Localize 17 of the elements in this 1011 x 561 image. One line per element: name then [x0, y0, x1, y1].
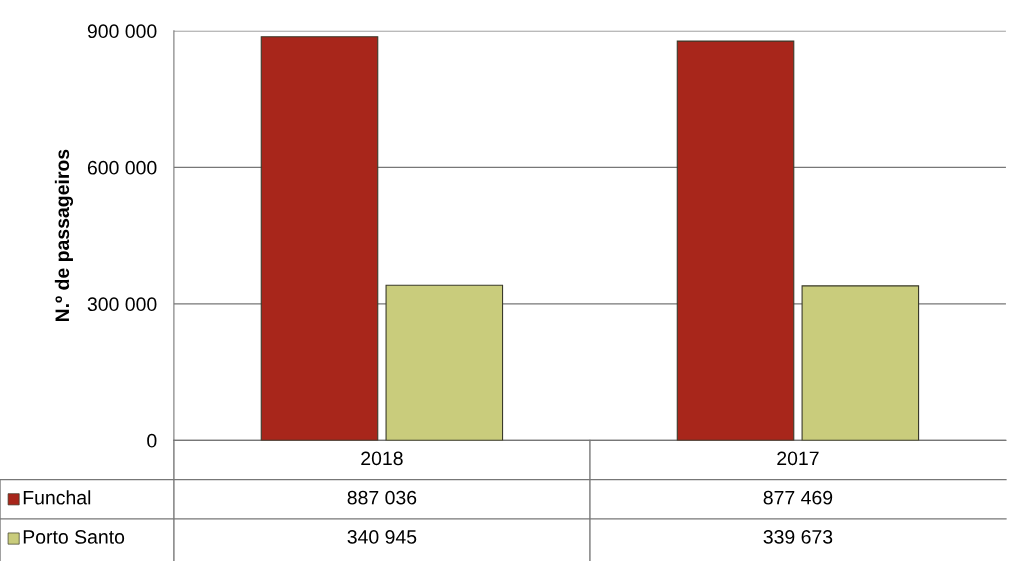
y-axis-title: N.º de passageiros: [54, 149, 74, 322]
y-tick-label: 600 000: [87, 160, 157, 175]
bar: [801, 285, 920, 441]
y-tick-label: 300 000: [87, 297, 157, 312]
bar: [385, 284, 504, 441]
bar: [260, 36, 379, 441]
data-label: 339 673: [763, 530, 833, 544]
bar: [676, 40, 795, 441]
data-label: 877 469: [763, 490, 833, 505]
x-tick-label: 2017: [777, 451, 819, 466]
y-tick-label: 0: [147, 433, 157, 448]
legend-label: Porto Santo: [23, 530, 125, 544]
data-label: 340 945: [347, 530, 417, 544]
data-label: 887 036: [347, 490, 417, 505]
y-tick-label: 900 000: [87, 24, 157, 39]
legend-label: Funchal: [23, 490, 91, 505]
x-tick-label: 2018: [361, 451, 403, 466]
